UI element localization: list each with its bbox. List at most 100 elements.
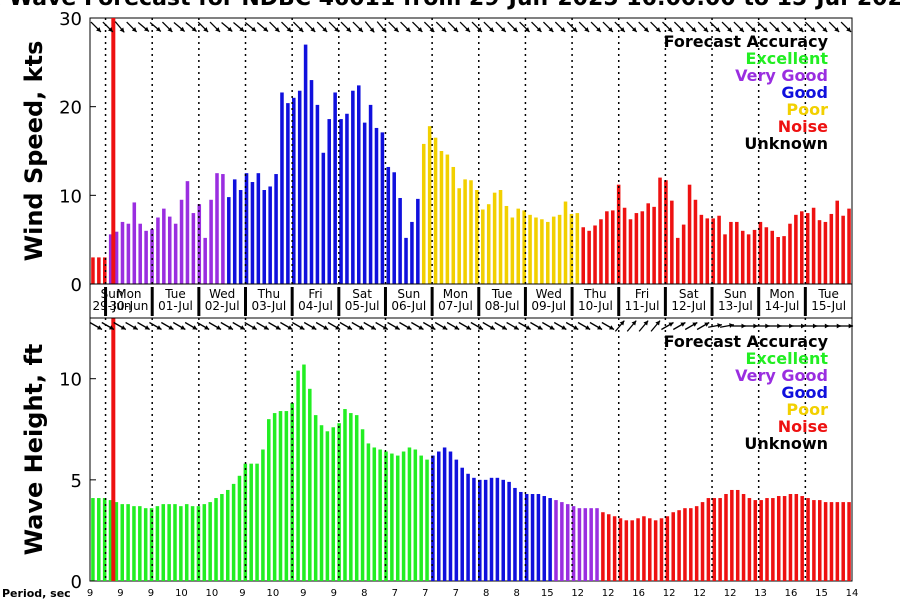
direction-arrow-head — [549, 325, 555, 330]
direction-arrow-head — [525, 325, 531, 330]
y-axis-label: Wave Height, ft — [20, 344, 48, 556]
data-bar — [343, 409, 347, 581]
data-bar — [167, 504, 171, 581]
direction-arrow-head — [765, 323, 770, 329]
date-label: 14-Jul — [765, 299, 800, 313]
legend-item: Noise — [778, 117, 828, 136]
direction-arrow-head — [596, 27, 601, 32]
direction-arrow-head — [466, 325, 472, 330]
data-bar — [829, 502, 834, 581]
period-value: 15 — [815, 588, 828, 599]
direction-arrow-head — [298, 27, 304, 32]
direction-arrow-head — [812, 323, 818, 329]
data-bar — [823, 502, 828, 581]
period-value: 8 — [514, 588, 520, 599]
data-bar — [331, 427, 336, 581]
data-bar — [250, 182, 255, 284]
data-bar — [640, 211, 645, 284]
period-value: 12 — [663, 588, 676, 599]
direction-arrow-head — [393, 27, 399, 32]
direction-arrow-head — [822, 27, 828, 32]
data-bar — [209, 199, 213, 284]
date-label: 09-Jul — [531, 299, 566, 313]
direction-arrow-head — [703, 27, 709, 32]
direction-arrow-head — [619, 27, 625, 32]
direction-arrow-head — [824, 323, 830, 329]
data-bar — [286, 103, 290, 285]
data-bar — [805, 213, 810, 284]
direction-arrow-head — [322, 27, 328, 32]
direction-arrow-head — [275, 325, 281, 330]
data-bar — [437, 451, 441, 581]
data-bar — [267, 419, 271, 581]
data-bar — [765, 498, 769, 581]
day-of-week-label: Sun — [397, 287, 420, 301]
data-bar — [706, 498, 711, 581]
data-bar — [303, 44, 308, 284]
data-bar — [776, 237, 780, 284]
data-bar — [138, 506, 142, 581]
data-bar — [542, 496, 547, 581]
direction-arrow-head — [227, 325, 233, 330]
period-label: Period, sec — [2, 587, 71, 600]
data-bar — [345, 113, 349, 284]
data-bar — [551, 216, 556, 284]
direction-arrow-head — [429, 27, 435, 32]
data-bar — [390, 453, 394, 581]
data-bar — [442, 447, 447, 581]
data-bar — [108, 500, 113, 581]
data-bar — [605, 211, 609, 284]
data-bar — [357, 85, 361, 284]
direction-arrow-head — [405, 27, 411, 32]
data-bar — [144, 230, 148, 284]
data-bar — [717, 215, 721, 284]
direction-arrow-head — [631, 27, 637, 32]
period-value: 12 — [693, 588, 706, 599]
period-value: 13 — [754, 588, 767, 599]
direction-arrow-head — [406, 325, 412, 330]
date-label: 13-Jul — [718, 299, 753, 313]
data-bar — [593, 225, 597, 284]
data-bar — [354, 415, 359, 581]
direction-arrow-head — [668, 322, 674, 327]
direction-arrow-head — [358, 27, 363, 32]
data-bar — [296, 370, 300, 581]
period-value: 8 — [361, 588, 367, 599]
legend-item: Noise — [778, 417, 828, 436]
period-value: 9 — [239, 588, 245, 599]
data-bar — [740, 230, 745, 284]
data-bar — [519, 491, 523, 581]
direction-arrow-head — [631, 320, 637, 326]
data-bar — [630, 520, 634, 581]
data-bar — [563, 201, 568, 284]
data-bar — [309, 80, 314, 284]
data-bar — [540, 219, 544, 284]
data-bar — [319, 425, 324, 581]
data-bar — [800, 496, 804, 581]
direction-arrow-head — [239, 26, 245, 32]
direction-arrow-head — [573, 325, 579, 330]
direction-arrow-head — [537, 325, 543, 330]
data-bar — [504, 205, 509, 284]
data-bar — [351, 90, 355, 285]
data-bar — [599, 219, 603, 284]
direction-arrow-head — [96, 27, 101, 32]
wind-speed-panel: 0 10 20 30 Wind Speed, kts Forecast AccuracyE… — [20, 9, 853, 296]
direction-arrow-head — [370, 325, 376, 330]
data-bar — [823, 221, 828, 284]
direction-arrow-head — [442, 325, 448, 330]
direction-arrow-head — [227, 26, 233, 32]
direction-arrow-head — [465, 27, 470, 32]
date-label: 02-Jul — [205, 299, 240, 313]
data-bar — [261, 449, 265, 581]
data-bar — [806, 498, 810, 581]
period-value: 16 — [632, 588, 645, 599]
data-bar — [612, 516, 617, 581]
data-bar — [524, 494, 529, 581]
data-bar — [227, 197, 231, 284]
period-value: 9 — [87, 588, 93, 599]
data-bar — [634, 213, 639, 284]
period-value: 12 — [571, 588, 584, 599]
day-of-week-label: Wed — [209, 287, 235, 301]
